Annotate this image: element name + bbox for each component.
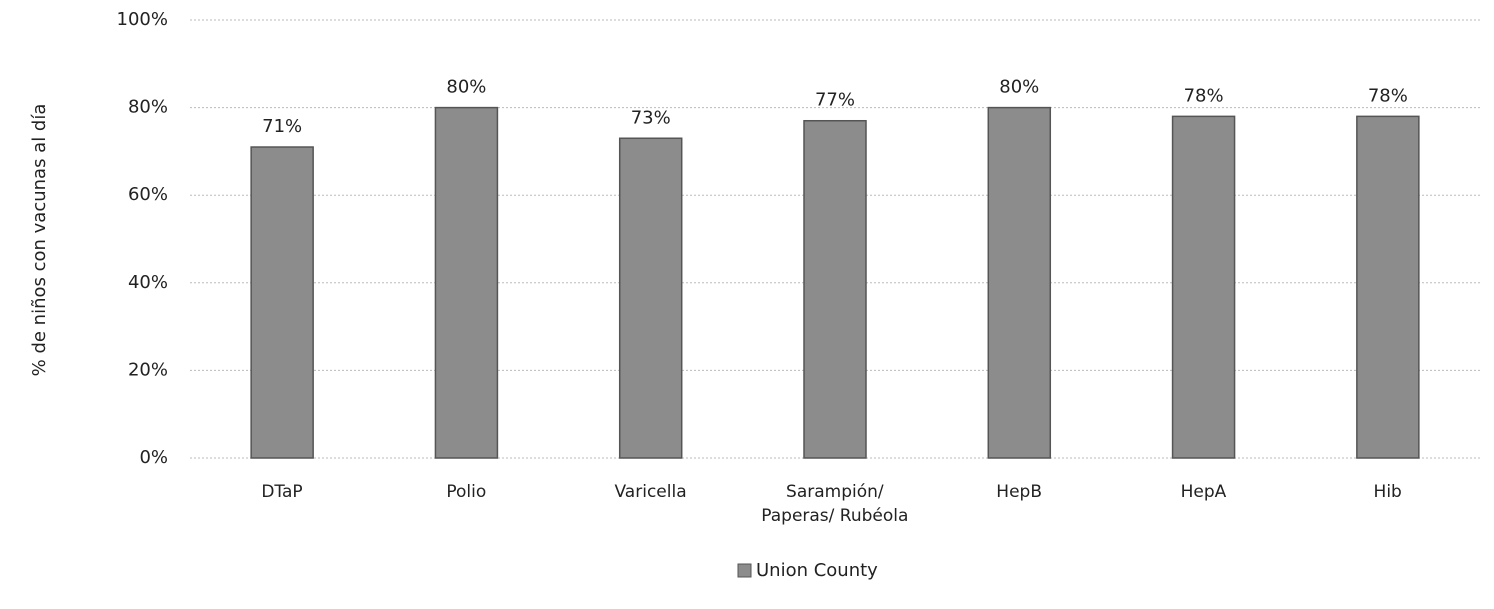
x-tick-label: DTaP [261,482,303,502]
bar [987,106,1052,459]
x-tick-label: HepB [996,482,1042,502]
x-tick-label: HepA [1180,482,1227,502]
bar [250,146,314,459]
y-tick-label: 80% [128,97,168,118]
data-label: 77% [815,90,855,111]
legend-label: Union County [756,560,878,581]
x-tick-label: Varicella [614,482,687,502]
data-label: 80% [446,77,486,98]
y-tick-label: 60% [128,184,168,205]
y-tick-label: 0% [139,447,168,468]
bar [1171,115,1236,459]
y-tick-label: 40% [128,272,168,293]
bar [618,137,683,459]
data-label: 78% [1184,85,1224,106]
data-label: 78% [1368,85,1408,106]
x-tick-label: Hib [1373,482,1402,502]
y-tick-label: 20% [128,359,168,380]
bar [434,106,499,459]
data-label: 80% [999,77,1039,98]
data-label: 71% [262,116,302,137]
x-tick-label: Polio [446,482,487,502]
y-axis-label: % de niños con vacunas al día [29,104,50,377]
bar [803,119,867,459]
x-tick-label: Sarampión/ Paperas/ Rubéola [761,482,909,526]
bar [1356,115,1420,459]
legend-swatch [737,563,752,578]
data-label: 73% [631,107,671,128]
y-tick-label: 100% [117,9,168,30]
